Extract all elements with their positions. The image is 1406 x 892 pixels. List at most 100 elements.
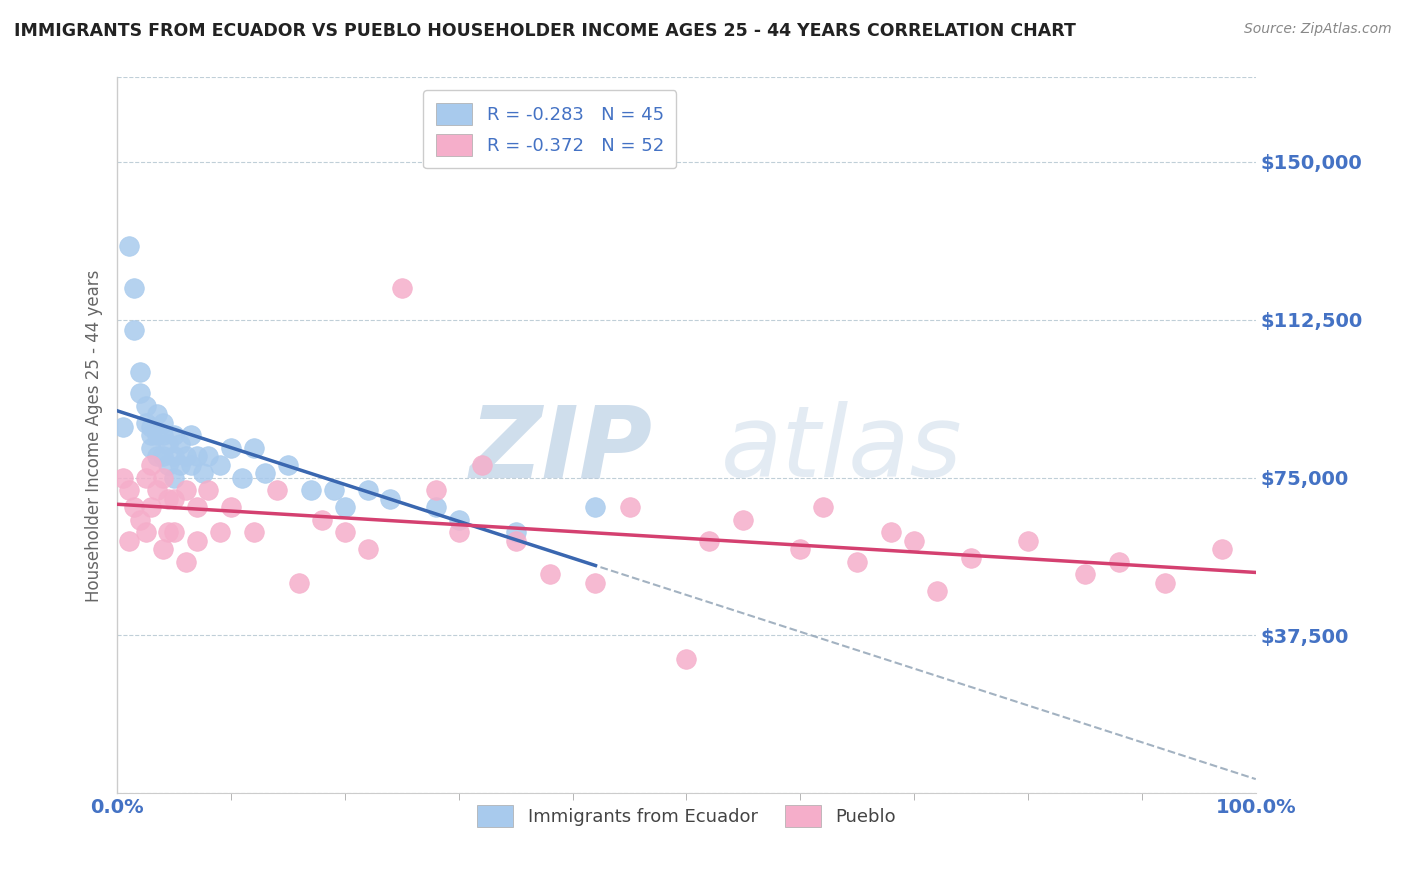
Point: [447, 525, 470, 540]
Point: [157, 458, 180, 472]
Text: Source: ZipAtlas.com: Source: ZipAtlas.com: [1244, 22, 1392, 37]
Point: [583, 500, 606, 514]
Point: [186, 450, 208, 464]
Point: [231, 470, 253, 484]
Point: [163, 491, 186, 506]
Point: [619, 500, 641, 514]
Point: [163, 428, 186, 442]
Point: [277, 458, 299, 472]
Point: [960, 550, 983, 565]
Point: [146, 428, 169, 442]
Point: [152, 416, 174, 430]
Point: [174, 555, 197, 569]
Point: [425, 500, 447, 514]
Point: [243, 441, 266, 455]
Point: [811, 500, 834, 514]
Point: [1108, 555, 1130, 569]
Point: [117, 533, 139, 548]
Point: [152, 450, 174, 464]
Point: [219, 500, 242, 514]
Point: [505, 533, 527, 548]
Point: [733, 513, 755, 527]
Point: [254, 467, 277, 481]
Point: [111, 420, 134, 434]
Point: [111, 470, 134, 484]
Point: [122, 323, 145, 337]
Point: [169, 458, 191, 472]
Point: [122, 281, 145, 295]
Point: [163, 470, 186, 484]
Text: ZIP: ZIP: [470, 401, 652, 499]
Legend: Immigrants from Ecuador, Pueblo: Immigrants from Ecuador, Pueblo: [470, 798, 903, 834]
Point: [333, 500, 356, 514]
Point: [789, 542, 811, 557]
Point: [333, 525, 356, 540]
Y-axis label: Householder Income Ages 25 - 44 years: Householder Income Ages 25 - 44 years: [86, 269, 103, 601]
Point: [903, 533, 925, 548]
Point: [299, 483, 322, 497]
Point: [697, 533, 720, 548]
Point: [146, 483, 169, 497]
Point: [880, 525, 903, 540]
Point: [169, 437, 191, 451]
Point: [1153, 575, 1175, 590]
Point: [583, 575, 606, 590]
Point: [129, 513, 152, 527]
Point: [174, 483, 197, 497]
Point: [186, 500, 208, 514]
Text: IMMIGRANTS FROM ECUADOR VS PUEBLO HOUSEHOLDER INCOME AGES 25 - 44 YEARS CORRELAT: IMMIGRANTS FROM ECUADOR VS PUEBLO HOUSEH…: [14, 22, 1076, 40]
Point: [925, 584, 948, 599]
Point: [157, 491, 180, 506]
Point: [288, 575, 311, 590]
Point: [152, 470, 174, 484]
Point: [391, 281, 413, 295]
Point: [141, 428, 163, 442]
Point: [135, 416, 157, 430]
Point: [135, 525, 157, 540]
Point: [380, 491, 402, 506]
Point: [135, 470, 157, 484]
Point: [197, 450, 219, 464]
Point: [197, 483, 219, 497]
Point: [266, 483, 288, 497]
Point: [163, 525, 186, 540]
Point: [122, 500, 145, 514]
Text: atlas: atlas: [721, 401, 962, 499]
Point: [129, 386, 152, 401]
Point: [117, 239, 139, 253]
Point: [505, 525, 527, 540]
Point: [135, 399, 157, 413]
Point: [186, 533, 208, 548]
Point: [191, 467, 214, 481]
Point: [208, 525, 231, 540]
Point: [675, 651, 697, 665]
Point: [311, 513, 333, 527]
Point: [470, 458, 492, 472]
Point: [538, 567, 561, 582]
Point: [243, 525, 266, 540]
Point: [146, 450, 169, 464]
Point: [357, 542, 380, 557]
Point: [157, 437, 180, 451]
Point: [322, 483, 344, 497]
Point: [141, 458, 163, 472]
Point: [152, 542, 174, 557]
Point: [846, 555, 869, 569]
Point: [163, 450, 186, 464]
Point: [117, 483, 139, 497]
Point: [141, 420, 163, 434]
Point: [129, 365, 152, 379]
Point: [219, 441, 242, 455]
Point: [1211, 542, 1233, 557]
Point: [152, 428, 174, 442]
Point: [141, 500, 163, 514]
Point: [1074, 567, 1097, 582]
Point: [180, 458, 202, 472]
Point: [157, 525, 180, 540]
Point: [141, 441, 163, 455]
Point: [174, 450, 197, 464]
Point: [425, 483, 447, 497]
Point: [208, 458, 231, 472]
Point: [180, 428, 202, 442]
Point: [1017, 533, 1039, 548]
